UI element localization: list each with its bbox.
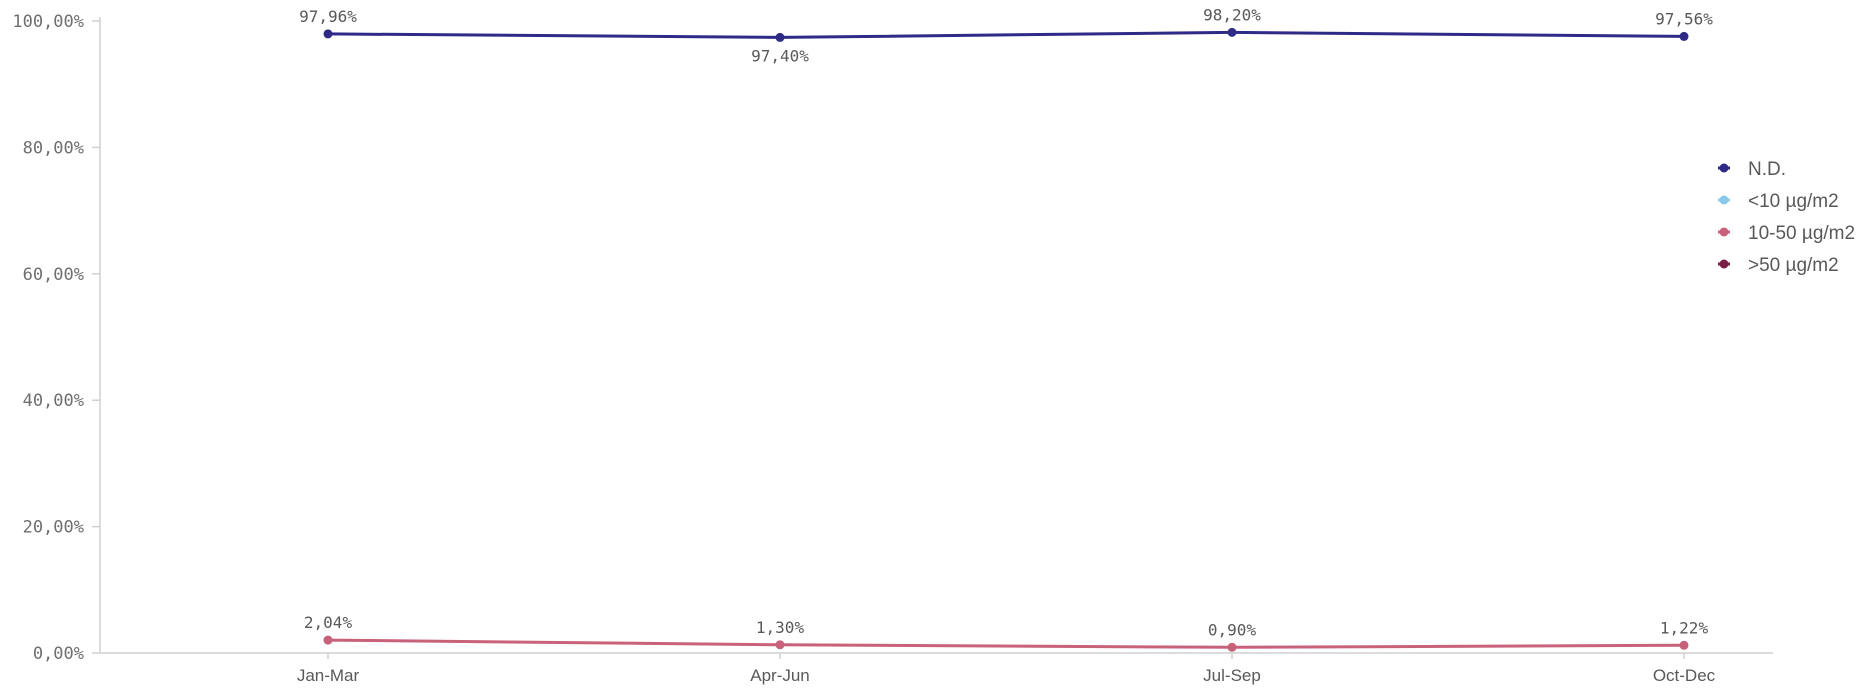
data-label: 0,90%: [1208, 620, 1257, 639]
legend-item-label[interactable]: 10-50 µg/m2: [1748, 223, 1855, 244]
y-tick-label: 60,00%: [23, 265, 84, 285]
legend-item-label[interactable]: <10 µg/m2: [1748, 191, 1839, 212]
y-tick-label: 100,00%: [12, 12, 84, 32]
legend-swatch-marker: [1719, 163, 1729, 173]
legend-item-label[interactable]: N.D.: [1748, 159, 1786, 180]
data-point[interactable]: [1227, 27, 1237, 37]
legend-swatch-marker: [1719, 195, 1729, 205]
series-line: [326, 638, 1686, 649]
x-tick-label: Apr-Jun: [750, 666, 810, 685]
data-point[interactable]: [323, 29, 333, 39]
data-point[interactable]: [775, 640, 785, 650]
data-label: 1,30%: [756, 618, 805, 637]
x-tick-label: Jul-Sep: [1203, 666, 1261, 685]
data-point[interactable]: [1227, 642, 1237, 652]
y-tick-label: 40,00%: [23, 391, 84, 411]
legend-swatch-marker: [1719, 227, 1729, 237]
series-line: [326, 30, 1686, 39]
data-label: 97,56%: [1655, 9, 1713, 28]
data-point[interactable]: [323, 635, 333, 645]
data-label: 98,20%: [1203, 5, 1261, 24]
y-tick-label: 20,00%: [23, 518, 84, 538]
data-point[interactable]: [1679, 640, 1689, 650]
x-tick-label: Jan-Mar: [297, 666, 360, 685]
data-label: 97,96%: [299, 7, 357, 26]
data-label: 97,40%: [751, 46, 809, 65]
y-tick-label: 80,00%: [23, 138, 84, 158]
data-label: 1,22%: [1660, 618, 1709, 637]
y-tick-label: 0,00%: [33, 644, 84, 664]
legend-swatch-marker: [1719, 259, 1729, 269]
legend-item-label[interactable]: >50 µg/m2: [1748, 255, 1839, 276]
data-point[interactable]: [1679, 31, 1689, 41]
data-point[interactable]: [775, 32, 785, 42]
x-tick-label: Oct-Dec: [1653, 666, 1716, 685]
data-label: 2,04%: [304, 613, 353, 632]
